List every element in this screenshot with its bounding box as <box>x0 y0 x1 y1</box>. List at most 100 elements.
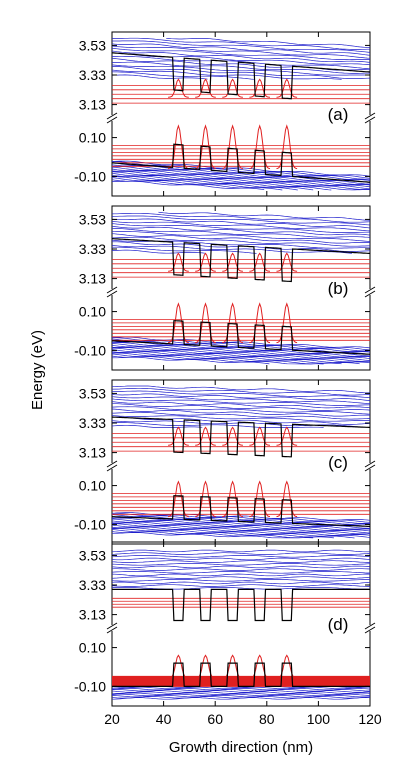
axis-break-mark <box>106 112 118 120</box>
panel-label-bg <box>322 614 354 634</box>
cb-continuum-line <box>112 40 370 53</box>
y-tick-label: 0.10 <box>79 478 106 494</box>
cb-continuum-line <box>112 411 370 420</box>
cb-continuum-line <box>112 576 370 579</box>
panel-label: (a) <box>328 105 349 124</box>
axis-break-gap <box>108 625 116 631</box>
cb-continuum-line <box>112 43 370 56</box>
cb-continuum-line <box>112 393 370 401</box>
cb-continuum-line <box>112 401 370 409</box>
cb-continuum-line <box>112 581 370 585</box>
vb-continuum-line <box>112 168 370 185</box>
vb-continuum-line <box>112 170 370 186</box>
vb-continuum-line <box>112 690 370 693</box>
panel-frame <box>111 205 371 371</box>
cb-continuum-line <box>112 415 370 422</box>
vb-wavefunction <box>168 654 189 680</box>
cb-wavefunction <box>249 426 271 446</box>
vb-wavefunction <box>249 124 271 170</box>
y-tick-label: 3.33 <box>79 241 106 257</box>
cb-continuum-line <box>112 396 370 404</box>
vb-continuum-line <box>112 692 370 695</box>
cb-continuum-line <box>112 406 370 415</box>
axis-break-gap <box>108 463 116 469</box>
cb-edge-profile <box>112 416 370 458</box>
panel-c <box>112 385 370 539</box>
cb-continuum-line <box>112 579 370 582</box>
vb-wavefunction <box>222 302 243 344</box>
cb-continuum-line <box>112 233 370 244</box>
cb-continuum-line <box>112 549 370 553</box>
cb-continuum-line <box>112 387 370 396</box>
y-tick-label: 3.33 <box>79 415 106 431</box>
vb-wavefunction <box>249 654 271 680</box>
cb-continuum-line <box>112 587 370 590</box>
vb-continuum-line <box>112 527 370 536</box>
vb-continuum-line <box>112 172 370 190</box>
cb-continuum-line <box>112 227 370 238</box>
vb-continuum-line <box>112 532 314 539</box>
cb-continuum-line <box>112 552 370 555</box>
vb-continuum-line <box>112 179 283 191</box>
cb-continuum-line <box>112 220 370 232</box>
y-tick-label: -0.10 <box>74 678 106 694</box>
vb-wavefunction <box>222 124 244 170</box>
cb-continuum-line <box>112 565 370 569</box>
y-tick-label: 3.53 <box>79 211 106 227</box>
panel-d <box>112 549 370 700</box>
vb-continuum-line <box>112 162 370 180</box>
y-tick-label: -0.10 <box>74 168 106 184</box>
axis-break-mark <box>364 112 376 120</box>
cb-continuum-line <box>112 61 370 74</box>
cb-continuum-line <box>112 249 205 254</box>
y-tick-label: 3.13 <box>79 97 106 113</box>
panel-b <box>112 211 370 365</box>
cb-continuum-line <box>112 55 370 70</box>
cb-continuum-line <box>112 231 370 242</box>
cb-continuum-line <box>112 571 370 574</box>
cb-continuum-line <box>112 45 370 59</box>
y-tick-label: 3.33 <box>79 67 106 83</box>
panel-label-bg <box>322 104 354 124</box>
cb-wavefunction <box>249 78 271 98</box>
vb-edge-profile <box>112 320 370 355</box>
x-tick-label: 100 <box>307 711 331 727</box>
axis-break-mark <box>106 290 118 298</box>
axis-break-mark <box>106 286 118 294</box>
vb-continuum-line <box>112 180 265 190</box>
axis-break-mark <box>364 626 376 634</box>
cb-wavefunction <box>195 426 216 446</box>
cb-edge-profile <box>112 588 370 622</box>
vb-continuum-line <box>112 520 370 530</box>
cb-wavefunction <box>222 426 243 446</box>
panel-label-bg <box>322 278 354 298</box>
cb-continuum-line <box>112 64 370 76</box>
cb-continuum-line <box>112 225 370 236</box>
y-tick-label: 0.10 <box>79 304 106 320</box>
vb-continuum-line <box>112 349 370 362</box>
axis-break-gap <box>366 115 374 121</box>
vb-wavefunction <box>249 302 271 344</box>
vb-continuum-line <box>112 345 370 357</box>
cb-wavefunction <box>195 78 216 98</box>
cb-continuum-line <box>112 215 370 226</box>
vb-continuum-line <box>112 694 370 698</box>
vb-continuum-line <box>112 514 370 524</box>
vb-continuum-line <box>112 522 370 532</box>
axis-break-mark <box>106 464 118 472</box>
axis-break-mark <box>364 460 376 468</box>
panel-label: (d) <box>328 615 349 634</box>
vb-wavefunction <box>222 480 243 518</box>
vb-continuum-line <box>112 356 270 365</box>
axis-break-gap <box>108 289 116 295</box>
cb-continuum-line <box>112 584 370 587</box>
panel-a <box>112 37 370 191</box>
cb-wavefunction <box>276 426 298 446</box>
vb-continuum-line <box>112 171 370 188</box>
vb-continuum-line <box>112 688 370 691</box>
cb-edge-profile <box>112 238 370 283</box>
axis-break-mark <box>106 622 118 630</box>
y-tick-label: 3.13 <box>79 271 106 287</box>
vb-edge-profile <box>112 662 370 687</box>
